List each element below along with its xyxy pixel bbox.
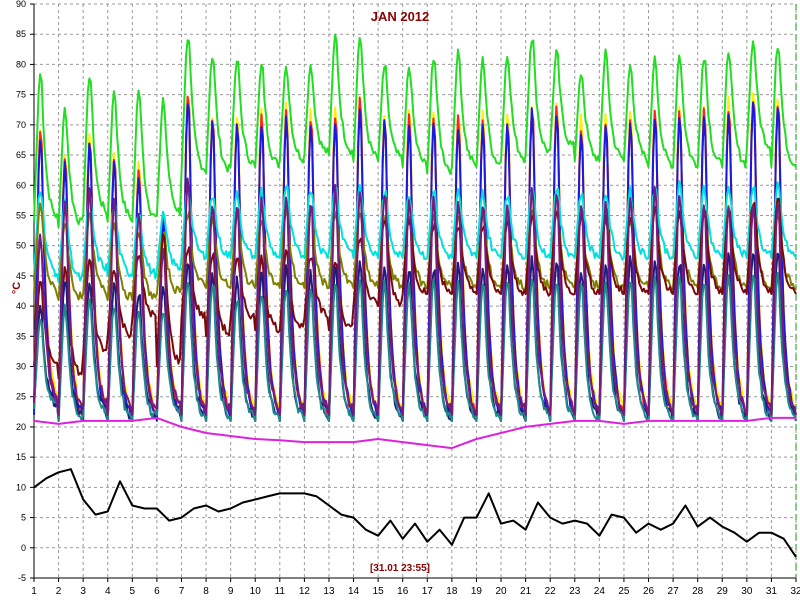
x-tick-label: 29 [717, 586, 729, 597]
y-tick-label: 0 [21, 543, 26, 553]
x-tick-label: 5 [130, 586, 136, 597]
x-tick-label: 11 [275, 586, 286, 597]
x-tick-label: 23 [569, 586, 581, 597]
x-tick-label: 17 [422, 586, 434, 597]
x-tick-label: 30 [741, 586, 753, 597]
y-tick-label: 85 [16, 29, 26, 39]
series-line [33, 271, 797, 422]
series-line [33, 416, 796, 450]
x-tick-label: 24 [594, 586, 606, 597]
x-tick-label: 2 [56, 586, 62, 597]
series-line [33, 468, 797, 558]
x-tick-label: 28 [692, 586, 704, 597]
tick-labels: 1 2 3 4 5 6 7 8 9 10 11 12 13 14 15 16 17 18 19 20 21 22 23 24 2… [16, 0, 800, 597]
y-tick-label: 25 [16, 392, 26, 402]
y-tick-label: 65 [16, 150, 26, 160]
y-tick-label: 80 [16, 59, 26, 69]
x-tick-label: 15 [373, 586, 385, 597]
x-tick-label: 1 [31, 586, 37, 597]
y-tick-label: -5 [18, 573, 26, 583]
y-tick-label: 30 [16, 362, 26, 372]
y-tick-label: 90 [16, 0, 26, 9]
x-tick-label: 10 [250, 586, 262, 597]
y-tick-label: 35 [16, 331, 26, 341]
y-tick-label: 45 [16, 271, 26, 281]
x-tick-label: 12 [299, 586, 311, 597]
x-tick-label: 7 [179, 586, 185, 597]
x-tick-label: 4 [105, 586, 111, 597]
y-tick-label: 55 [16, 210, 26, 220]
x-tick-label: 18 [446, 586, 458, 597]
y-tick-label: 5 [21, 513, 26, 523]
x-tick-label: 8 [203, 586, 209, 597]
series-line [33, 180, 797, 283]
y-tick-label: 60 [16, 180, 26, 190]
cursor-timestamp: [31.01 23:55] [369, 563, 431, 574]
x-tick-label: 31 [766, 586, 778, 597]
y-tick-label: 70 [16, 120, 26, 130]
chart-title: JAN 2012 [370, 9, 430, 24]
x-tick-label: 22 [545, 586, 557, 597]
x-tick-label: 3 [80, 586, 86, 597]
x-tick-label: 6 [154, 586, 160, 597]
y-axis-label: °C [11, 281, 23, 295]
x-tick-label: 32 [790, 586, 800, 597]
y-tick-label: 15 [16, 452, 26, 462]
x-tick-label: 21 [520, 586, 532, 597]
series-line [33, 177, 797, 416]
series-group [33, 33, 797, 558]
series-line [33, 33, 797, 229]
y-tick-label: 50 [16, 241, 26, 251]
x-tick-label: 25 [618, 586, 630, 597]
y-tick-label: 75 [16, 90, 26, 100]
x-tick-label: 20 [495, 586, 507, 597]
x-tick-label: 9 [228, 586, 234, 597]
x-tick-label: 13 [323, 586, 335, 597]
y-tick-label: 40 [16, 301, 26, 311]
x-tick-label: 19 [471, 586, 483, 597]
x-tick-label: 16 [397, 586, 409, 597]
x-tick-label: 14 [348, 586, 360, 597]
y-tick-label: 10 [16, 482, 26, 492]
x-tick-label: 27 [668, 586, 680, 597]
y-tick-label: 20 [16, 422, 26, 432]
x-tick-label: 26 [643, 586, 655, 597]
